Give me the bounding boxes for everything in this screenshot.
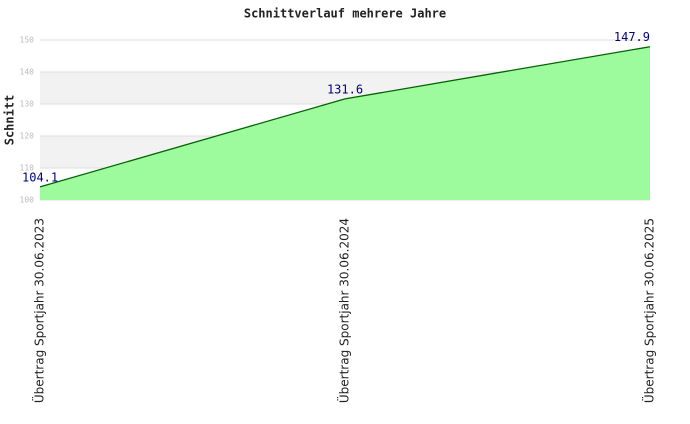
y-tick-label: 150	[20, 36, 35, 45]
data-label: 104.1	[22, 170, 58, 184]
y-tick-label: 120	[20, 132, 35, 141]
y-tick-label: 130	[20, 100, 35, 109]
chart-title: Schnittverlauf mehrere Jahre	[244, 7, 446, 21]
line	[39, 46, 651, 188]
area	[40, 46, 650, 200]
x-tick-label: Übertrag Sportjahr 30.06.2025	[641, 218, 657, 403]
y-tick-label: 100	[20, 196, 35, 205]
x-tick-label: Übertrag Sportjahr 30.06.2023	[31, 218, 47, 403]
data-label: 147.9	[614, 30, 650, 44]
y-tick-label: 110	[20, 164, 35, 173]
x-tick-label: Übertrag Sportjahr 30.06.2024	[336, 218, 352, 403]
data-label: 131.6	[327, 82, 363, 96]
y-tick-label: 140	[20, 68, 35, 77]
y-axis-label: Schnitt	[3, 95, 17, 146]
